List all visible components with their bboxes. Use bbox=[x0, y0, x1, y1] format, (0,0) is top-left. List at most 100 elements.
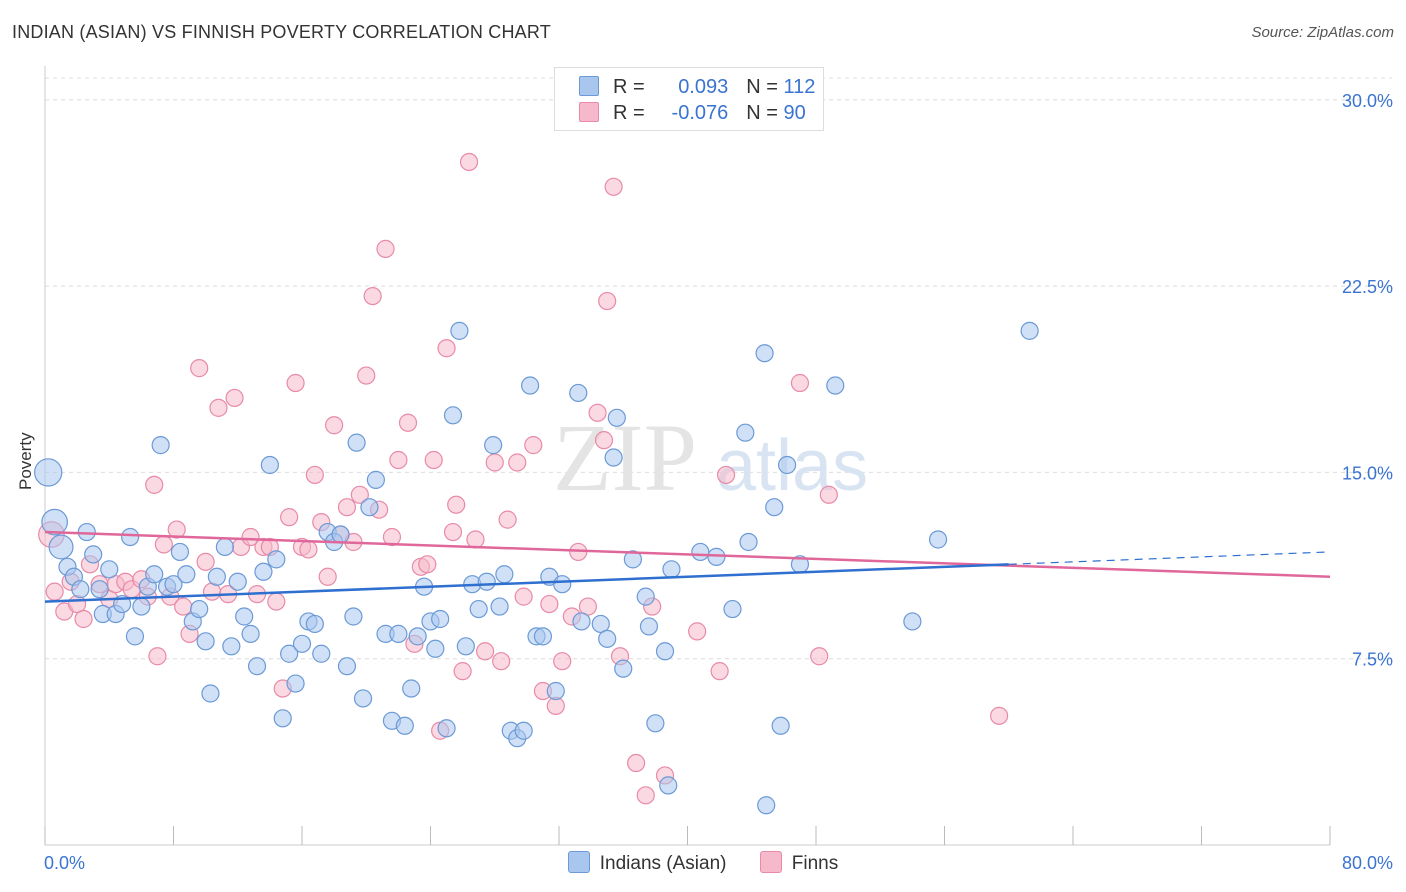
indians-point[interactable] bbox=[437, 719, 456, 738]
finns-point[interactable] bbox=[305, 465, 324, 485]
finns-point[interactable] bbox=[196, 552, 215, 571]
indians-point[interactable] bbox=[366, 470, 385, 489]
indians-point[interactable] bbox=[553, 575, 572, 594]
finns-point[interactable] bbox=[819, 485, 838, 504]
legend-item-indians[interactable]: Indians (Asian) bbox=[567, 851, 726, 875]
indians-point[interactable] bbox=[533, 627, 553, 646]
indians-point[interactable] bbox=[777, 455, 797, 475]
finns-point[interactable] bbox=[636, 786, 655, 805]
indians-point[interactable] bbox=[347, 433, 366, 452]
indians-point[interactable] bbox=[723, 599, 742, 619]
indians-point[interactable] bbox=[623, 550, 642, 569]
indians-point[interactable] bbox=[484, 436, 503, 455]
finns-point[interactable] bbox=[299, 540, 318, 559]
finns-point[interactable] bbox=[524, 436, 543, 455]
finns-point[interactable] bbox=[604, 177, 623, 196]
indians-point[interactable] bbox=[659, 776, 678, 795]
indians-point[interactable] bbox=[353, 689, 373, 708]
finns-point[interactable] bbox=[225, 388, 244, 408]
indians-point[interactable] bbox=[241, 624, 260, 643]
indians-point[interactable] bbox=[514, 721, 533, 740]
indians-point[interactable] bbox=[151, 436, 170, 455]
indians-point[interactable] bbox=[235, 607, 254, 626]
finns-point[interactable] bbox=[318, 567, 337, 586]
finns-point[interactable] bbox=[418, 555, 437, 574]
indians-point[interactable] bbox=[190, 599, 209, 619]
indians-point[interactable] bbox=[477, 572, 496, 591]
finns-point[interactable] bbox=[508, 453, 527, 472]
indians-point[interactable] bbox=[607, 408, 626, 427]
finns-point[interactable] bbox=[476, 642, 495, 661]
indians-point[interactable] bbox=[636, 587, 655, 606]
indians-point[interactable] bbox=[450, 321, 469, 340]
finns-point[interactable] bbox=[990, 706, 1009, 725]
finns-point[interactable] bbox=[453, 662, 472, 681]
indians-point[interactable] bbox=[1020, 321, 1039, 340]
finns-point[interactable] bbox=[598, 291, 617, 311]
indians-point[interactable] bbox=[145, 565, 164, 584]
finns-point[interactable] bbox=[241, 527, 260, 547]
legend-item-finns[interactable]: Finns bbox=[759, 851, 838, 875]
indians-point[interactable] bbox=[170, 542, 190, 562]
finns-point[interactable] bbox=[626, 753, 646, 773]
indians-point[interactable] bbox=[389, 624, 408, 643]
indians-point[interactable] bbox=[755, 344, 774, 363]
indians-point[interactable] bbox=[662, 560, 681, 579]
finns-point[interactable] bbox=[710, 662, 729, 681]
indians-point[interactable] bbox=[426, 639, 445, 658]
finns-point[interactable] bbox=[45, 582, 64, 601]
indians-point[interactable] bbox=[646, 714, 665, 733]
finns-point[interactable] bbox=[154, 535, 173, 554]
indians-point[interactable] bbox=[34, 458, 63, 487]
indians-point[interactable] bbox=[614, 659, 633, 678]
indians-point[interactable] bbox=[312, 644, 331, 663]
indians-point[interactable] bbox=[132, 597, 151, 616]
indians-point[interactable] bbox=[736, 423, 755, 442]
finns-point[interactable] bbox=[437, 339, 456, 358]
indians-point[interactable] bbox=[125, 627, 145, 646]
indians-point[interactable] bbox=[655, 642, 675, 661]
finns-point[interactable] bbox=[145, 475, 164, 494]
indians-point[interactable] bbox=[344, 607, 363, 626]
indians-point[interactable] bbox=[222, 637, 241, 656]
indians-point[interactable] bbox=[84, 545, 103, 564]
indians-point[interactable] bbox=[639, 617, 659, 636]
indians-point[interactable] bbox=[456, 637, 475, 656]
indians-point[interactable] bbox=[431, 609, 450, 629]
indians-point[interactable] bbox=[215, 537, 234, 557]
finns-point[interactable] bbox=[492, 652, 511, 671]
indians-point[interactable] bbox=[121, 527, 140, 547]
finns-point[interactable] bbox=[790, 373, 810, 393]
finns-point[interactable] bbox=[447, 495, 466, 514]
finns-point[interactable] bbox=[459, 152, 479, 172]
finns-point[interactable] bbox=[337, 498, 357, 517]
finns-point[interactable] bbox=[74, 609, 93, 629]
finns-point[interactable] bbox=[498, 510, 517, 529]
indians-point[interactable] bbox=[469, 599, 488, 619]
finns-point[interactable] bbox=[443, 522, 463, 542]
indians-point[interactable] bbox=[495, 565, 514, 584]
indians-point[interactable] bbox=[201, 684, 220, 703]
indians-point[interactable] bbox=[598, 629, 617, 648]
indians-point[interactable] bbox=[520, 376, 540, 395]
indians-point[interactable] bbox=[48, 534, 74, 560]
indians-point[interactable] bbox=[402, 679, 421, 698]
indians-point[interactable] bbox=[71, 580, 90, 599]
indians-point[interactable] bbox=[196, 632, 215, 651]
indians-point[interactable] bbox=[572, 612, 591, 631]
indians-point[interactable] bbox=[41, 508, 68, 536]
finns-point[interactable] bbox=[466, 530, 485, 549]
indians-point[interactable] bbox=[292, 634, 312, 653]
indians-point[interactable] bbox=[207, 567, 226, 586]
finns-point[interactable] bbox=[594, 431, 614, 450]
finns-point[interactable] bbox=[810, 647, 829, 666]
indians-point[interactable] bbox=[331, 525, 350, 544]
finns-point[interactable] bbox=[280, 508, 299, 527]
finns-point[interactable] bbox=[376, 239, 395, 258]
finns-point[interactable] bbox=[209, 398, 228, 417]
indians-point[interactable] bbox=[260, 455, 279, 475]
finns-point[interactable] bbox=[148, 647, 167, 666]
finns-point[interactable] bbox=[424, 450, 443, 470]
finns-point[interactable] bbox=[382, 527, 402, 547]
indians-point[interactable] bbox=[90, 580, 109, 599]
